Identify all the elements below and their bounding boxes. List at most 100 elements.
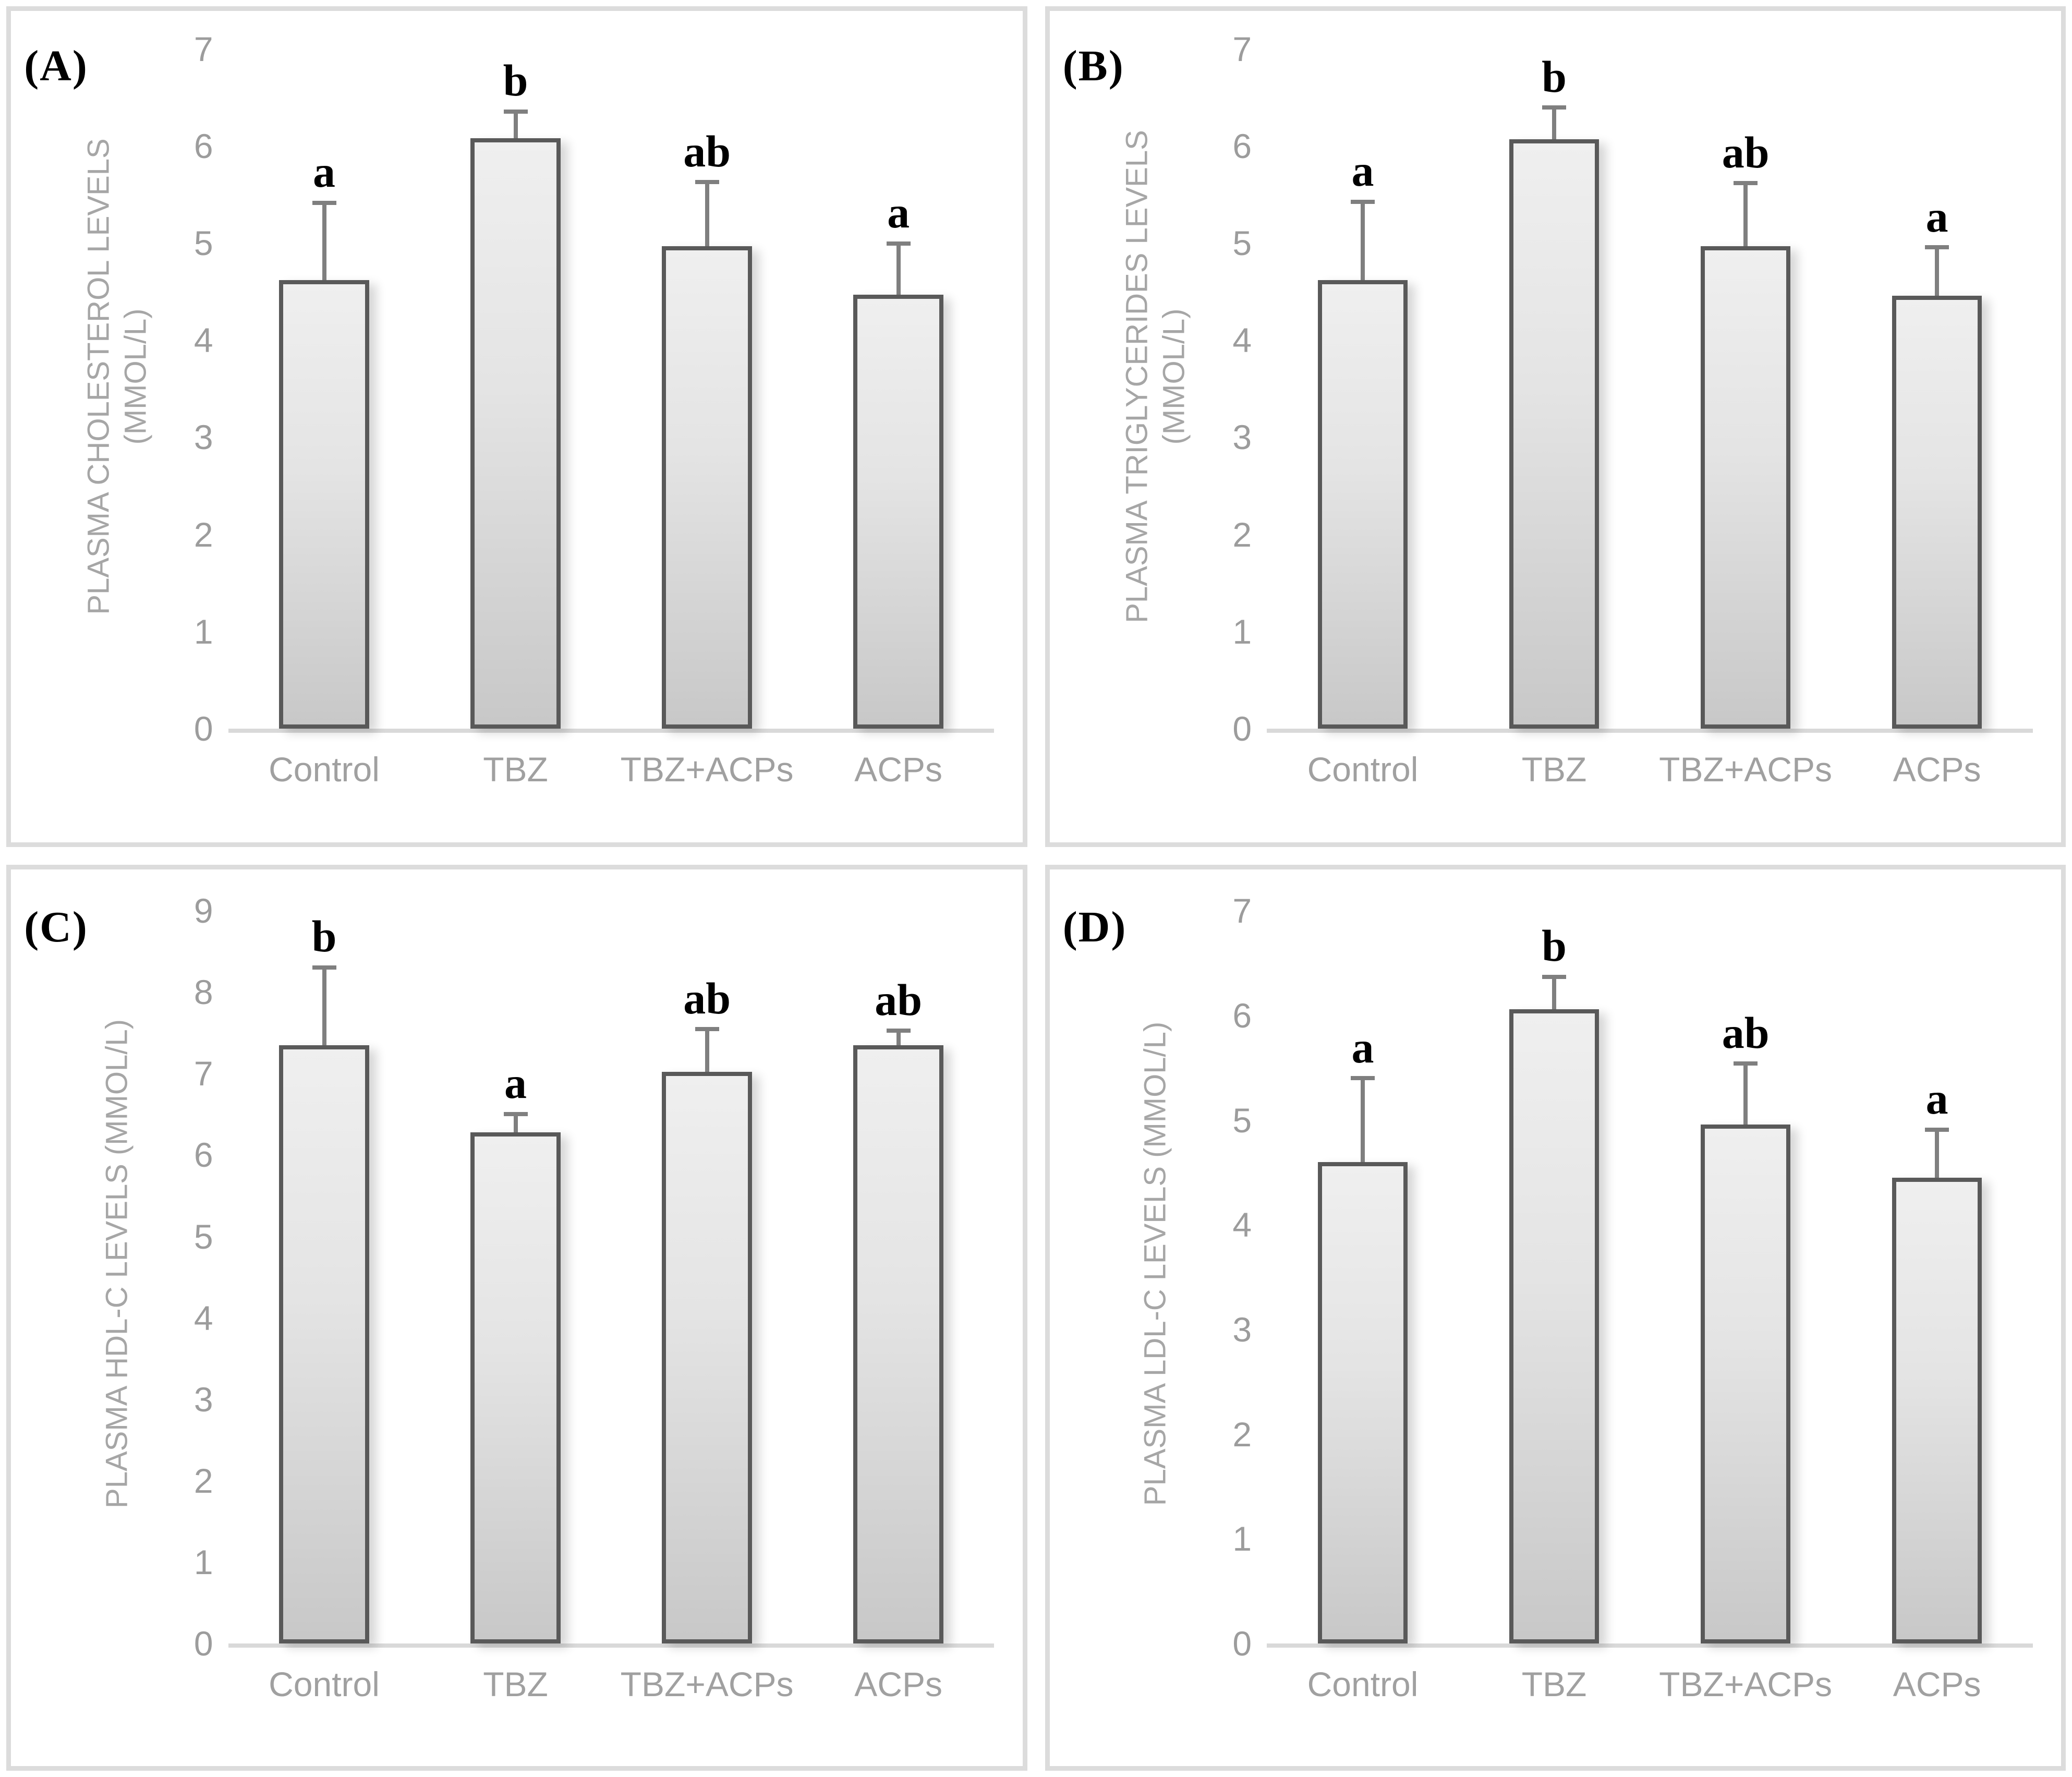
error-bar (1743, 181, 1748, 246)
significance-letter: b (1542, 921, 1567, 971)
bar (1700, 1124, 1791, 1644)
y-tick-label: 2 (193, 515, 213, 554)
category-slot: b TBZ (1459, 911, 1650, 1703)
category-label: TBZ+ACPs (1659, 1665, 1833, 1704)
bar (279, 280, 369, 729)
category-slot: ab ACPs (803, 911, 994, 1703)
panel-label-c: (C) (24, 902, 88, 951)
y-tick-label: 8 (193, 973, 213, 1012)
category-slot: b TBZ (420, 49, 611, 789)
error-bar-cap (503, 109, 528, 114)
y-tick-label: 6 (1232, 996, 1252, 1035)
bar (279, 1045, 369, 1644)
significance-letter: ab (1722, 127, 1770, 177)
category-slot: ab TBZ+ACPs (1650, 49, 1841, 789)
category-label: TBZ+ACPs (1659, 750, 1833, 789)
error-bar-cap (1351, 1076, 1375, 1081)
bar (1700, 246, 1791, 729)
bar (853, 1045, 943, 1644)
error-bar (1361, 199, 1365, 281)
y-tick-label: 4 (193, 321, 213, 360)
error-bar (1552, 974, 1557, 1009)
y-tick-label: 5 (1232, 1101, 1252, 1140)
significance-letter: a (313, 147, 335, 197)
y-tick-label: 6 (193, 127, 213, 166)
panel-d-plasma-ldl-c: (D) PLASMA LDL-C LEVELS (MMOL/L) 0 1 2 3 4 5 6… (1045, 865, 2066, 1771)
y-tick-label: 0 (193, 1624, 213, 1663)
y-tick-label: 7 (1232, 891, 1252, 930)
category-label: ACPs (1893, 750, 1981, 789)
category-slot: a ACPs (1841, 911, 2033, 1703)
error-bar-cap (1925, 245, 1949, 250)
error-bar-cap (695, 180, 719, 185)
y-tick-label: 0 (1232, 709, 1252, 748)
y-tick-label: 2 (193, 1461, 213, 1500)
significance-letter: a (1925, 191, 1948, 241)
error-bar (1361, 1076, 1365, 1162)
significance-letter: ab (683, 973, 731, 1023)
y-axis-title-line: PLASMA TRIGLYCERIDES LEVELS (1120, 130, 1154, 624)
y-tick-label: 6 (1232, 127, 1252, 166)
y-axis-title-line: (MMOL/L) (118, 308, 152, 445)
y-tick-label: 7 (193, 1054, 213, 1093)
error-bar (705, 1027, 709, 1072)
significance-letter: ab (1722, 1007, 1770, 1058)
plot-area: 0 1 2 3 4 5 6 7 a Control b TBZ ab TBZ+ACPs a ACPs (194, 32, 995, 789)
y-tick-label: 3 (193, 418, 213, 457)
category-slot: a ACPs (1841, 49, 2033, 789)
bar (1892, 1177, 1982, 1644)
category-slot: ab TBZ+ACPs (611, 911, 803, 1703)
category-label: TBZ (483, 1665, 548, 1704)
error-bar-cap (1542, 974, 1567, 979)
plot-area: 0 1 2 3 4 5 6 7 a Control b TBZ ab TBZ+ACPs a ACPs (1232, 893, 2033, 1704)
error-bar (1935, 245, 1940, 296)
category-label: ACPs (854, 1665, 943, 1704)
error-bar-cap (503, 1111, 528, 1116)
bar (1317, 1162, 1408, 1644)
category-label: Control (269, 1665, 380, 1704)
bar (662, 1072, 752, 1644)
category-label: TBZ+ACPs (620, 750, 794, 789)
y-tick-label: 2 (1232, 1415, 1252, 1454)
y-tick-label: 6 (193, 1135, 213, 1175)
panel-b-plasma-triglycerides: (B) PLASMA TRIGLYCERIDES LEVELS (MMOL/L) … (1045, 6, 2066, 847)
plot-area: 0 1 2 3 4 5 6 7 8 9 b Control a TBZ ab TBZ+ACPs ab ACPs (194, 893, 995, 1703)
error-bar (322, 965, 326, 1045)
category-slot: ab TBZ+ACPs (1650, 911, 1841, 1704)
error-bar-cap (312, 200, 336, 205)
panel-label-b: (B) (1062, 42, 1124, 91)
category-label: Control (1307, 750, 1419, 789)
error-bar (322, 200, 326, 281)
significance-letter: a (1925, 1073, 1948, 1124)
y-axis-title-line: (MMOL/L) (1157, 308, 1191, 445)
category-slot: ab TBZ+ACPs (611, 49, 803, 789)
y-tick-label: 3 (193, 1380, 213, 1419)
y-tick-label: 9 (193, 891, 213, 930)
y-tick-label: 3 (1232, 418, 1252, 457)
error-bar-cap (1351, 199, 1375, 204)
category-slot: a Control (1267, 911, 1458, 1703)
bar (1317, 280, 1408, 729)
error-bar-cap (1925, 1127, 1949, 1132)
y-axis-title: PLASMA HDL-C LEVELS (MMOL/L) (99, 1019, 136, 1508)
category-label: Control (269, 750, 380, 789)
error-bar-cap (1734, 181, 1758, 186)
category-slot: a TBZ (420, 911, 611, 1703)
error-bar (896, 241, 901, 295)
y-tick-label: 5 (1232, 224, 1252, 263)
y-axis-title: PLASMA LDL-C LEVELS (MMOL/L) (1137, 1022, 1174, 1506)
significance-letter: a (1351, 1022, 1374, 1072)
error-bar (513, 109, 518, 139)
y-tick-label: 7 (1232, 30, 1252, 69)
y-tick-label: 7 (193, 30, 213, 69)
y-axis-title-line: PLASMA HDL-C LEVELS (MMOL/L) (100, 1019, 134, 1509)
category-slot: b Control (228, 911, 420, 1703)
plot-area: 0 1 2 3 4 5 6 7 a Control b TBZ ab TBZ+ACPs a ACPs (1232, 32, 2033, 789)
category-label: ACPs (854, 750, 943, 789)
bar (662, 246, 752, 729)
significance-letter: ab (875, 975, 923, 1025)
category-label: Control (1307, 1665, 1419, 1704)
y-tick-label: 5 (193, 224, 213, 263)
y-tick-label: 4 (193, 1298, 213, 1337)
